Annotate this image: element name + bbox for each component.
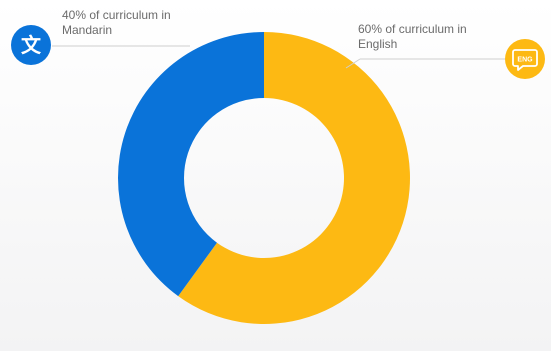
chinese-character-glyph: 文: [21, 33, 42, 57]
leader-line-english-diag: [345, 58, 361, 69]
slice-label-english-line2: English: [358, 37, 398, 51]
chinese-character-icon: 文: [11, 25, 51, 65]
slice-label-mandarin-line2: Mandarin: [62, 23, 113, 37]
donut-slice-english: [178, 32, 410, 324]
eng-text: ENG: [517, 57, 533, 64]
slice-label-mandarin: 40% of curriculum in Mandarin: [62, 8, 212, 38]
slice-label-english-line1: 60% of curriculum in: [358, 22, 467, 36]
donut-slice-mandarin: [118, 32, 264, 297]
english-chat-bubble-icon: ENG: [505, 39, 545, 79]
slice-label-mandarin-line1: 40% of curriculum in: [62, 8, 171, 22]
donut-slices: [118, 32, 410, 324]
leader-lines: [52, 45, 505, 69]
slice-label-english: 60% of curriculum in English: [358, 22, 518, 52]
